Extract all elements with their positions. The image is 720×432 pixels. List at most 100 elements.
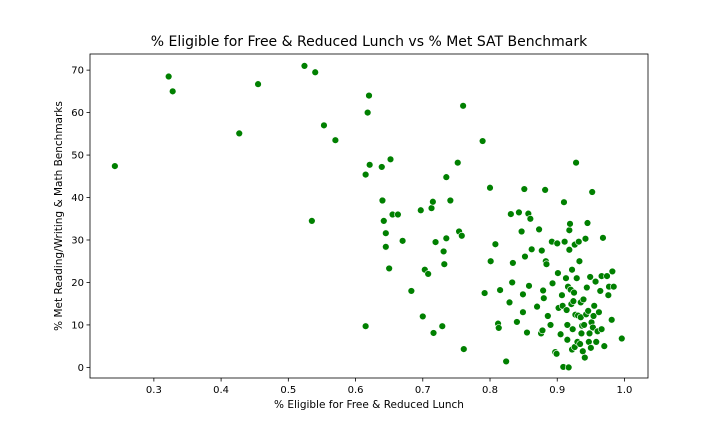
data-point <box>424 270 432 278</box>
data-point <box>558 291 566 299</box>
data-point <box>505 298 514 307</box>
data-point <box>509 259 517 267</box>
data-point <box>584 307 592 315</box>
data-point <box>427 204 436 212</box>
data-point <box>576 340 584 348</box>
chart-title: % Eligible for Free & Reduced Lunch vs %… <box>151 34 588 50</box>
data-point <box>566 220 574 228</box>
data-point <box>564 363 573 372</box>
data-point <box>331 136 340 144</box>
data-point <box>361 322 370 330</box>
points-layer <box>111 62 626 372</box>
data-point <box>563 321 572 329</box>
data-point <box>573 274 581 282</box>
data-point <box>553 239 561 248</box>
x-tick-label: 0.6 <box>348 385 364 396</box>
data-point <box>311 68 319 76</box>
data-point <box>254 80 262 88</box>
data-point <box>382 243 390 251</box>
y-tick-label: 70 <box>71 66 84 77</box>
data-point <box>480 289 489 297</box>
data-point <box>519 290 527 299</box>
data-point <box>429 329 438 337</box>
data-point <box>419 312 427 321</box>
data-point <box>525 282 533 290</box>
data-point <box>508 278 516 287</box>
data-point <box>581 353 589 362</box>
data-point <box>517 227 526 236</box>
data-point <box>382 229 390 237</box>
data-point <box>600 342 608 350</box>
data-point <box>568 325 577 333</box>
data-point <box>386 155 395 164</box>
data-point <box>610 283 618 291</box>
data-point <box>300 62 309 70</box>
data-point <box>560 198 568 206</box>
data-point <box>459 102 467 110</box>
data-point <box>496 286 504 294</box>
y-axis-label: % Met Reading/Writing & Math Benchmarks <box>53 101 65 331</box>
data-point <box>519 308 527 316</box>
data-point <box>442 173 451 181</box>
data-point <box>446 196 455 205</box>
data-point <box>586 273 594 281</box>
data-point <box>513 318 521 326</box>
data-point <box>585 329 594 338</box>
data-point <box>548 279 557 288</box>
y-tick-label: 0 <box>78 363 84 374</box>
data-point <box>429 198 437 206</box>
data-point <box>595 308 603 316</box>
data-point <box>308 217 316 225</box>
data-point <box>527 245 536 254</box>
data-point <box>378 196 387 205</box>
data-point <box>589 312 598 320</box>
data-point <box>439 247 448 256</box>
data-point <box>565 226 574 234</box>
data-point <box>507 210 515 218</box>
data-point <box>583 219 592 227</box>
data-point <box>365 161 374 169</box>
y-tick-label: 50 <box>71 151 84 162</box>
data-point <box>398 237 407 245</box>
data-point <box>458 232 466 240</box>
data-point <box>440 260 448 268</box>
data-point <box>560 237 569 246</box>
data-point <box>442 234 451 242</box>
data-point <box>486 184 494 192</box>
y-tick-label: 30 <box>71 235 84 246</box>
y-tick-label: 10 <box>71 320 84 331</box>
data-point <box>491 240 500 248</box>
data-point <box>539 286 547 295</box>
data-point <box>597 325 606 333</box>
data-point <box>579 295 588 304</box>
x-tick-label: 0.3 <box>146 385 162 396</box>
data-point <box>540 294 548 302</box>
data-point <box>495 324 503 332</box>
x-tick-label: 0.9 <box>549 385 565 396</box>
data-point <box>526 215 535 223</box>
y-tick-label: 20 <box>71 278 84 289</box>
data-point <box>618 334 626 343</box>
data-point <box>535 225 543 234</box>
data-point <box>563 336 572 344</box>
data-point <box>562 306 571 314</box>
data-point <box>583 283 591 292</box>
data-point <box>478 137 487 145</box>
data-point <box>111 162 119 170</box>
data-point <box>568 266 576 274</box>
data-point <box>580 321 588 329</box>
data-point <box>320 121 328 130</box>
data-point <box>502 357 510 366</box>
data-point <box>577 329 586 338</box>
data-point <box>579 347 587 355</box>
data-point <box>575 237 583 246</box>
data-point <box>361 170 370 179</box>
data-point <box>603 272 611 280</box>
data-point <box>565 246 574 254</box>
data-point <box>438 322 446 330</box>
data-point <box>546 321 555 329</box>
data-point <box>431 238 440 246</box>
data-point <box>363 108 372 117</box>
